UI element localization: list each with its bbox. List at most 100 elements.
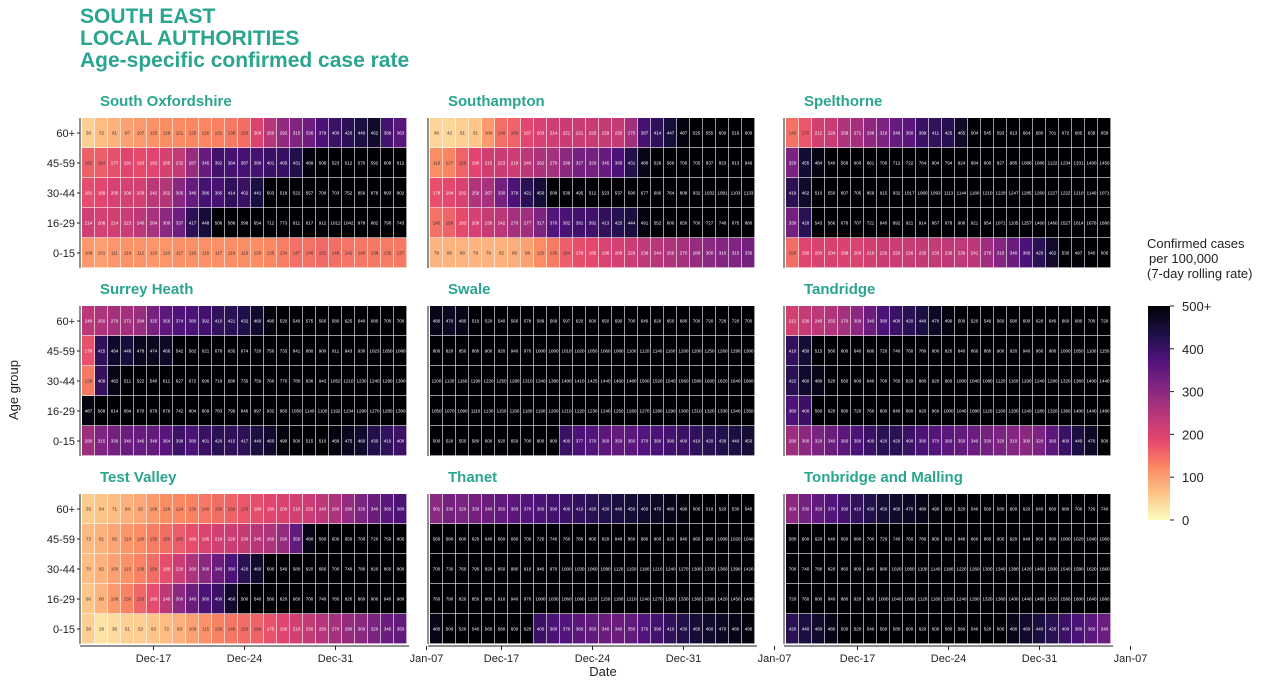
cell-label: 340 [384,627,392,632]
cell-label: 727 [706,221,714,226]
cell-label: 1260 [969,567,980,572]
cell-label: 500 [945,507,953,512]
heatmap-cell [134,426,147,456]
cell-label: 560 [880,627,888,632]
heatmap-cell [838,238,851,268]
cell-label: 1270 [652,597,663,602]
heatmap-cell [955,426,968,456]
y-tick-label: 60+ [56,504,75,516]
heatmap-cell [251,396,264,426]
cell-label: 1144 [957,191,967,196]
cell-label: 1000 [1060,349,1071,354]
cell-label: 580 [446,537,454,542]
heatmap-cell [394,336,407,366]
cell-label: 210 [293,627,301,632]
cell-label: 620 [1023,507,1031,512]
heatmap-cell [199,396,212,426]
heatmap-cell [729,208,742,238]
heatmap-cell [238,494,251,524]
heatmap-cell [508,148,521,178]
heatmap-cell [134,148,147,178]
cell-label: 212 [789,319,797,324]
cell-label: 500 [433,439,441,444]
cell-label: 1133 [744,191,754,196]
cell-label: 135 [150,537,158,542]
cell-label: 229 [602,131,610,136]
cell-label: 330 [498,191,506,196]
heatmap-cell [225,178,238,208]
heatmap-cell [1098,118,1111,148]
cell-label: 106 [150,507,158,512]
heatmap-cell [1072,306,1085,336]
cell-label: 1012 [330,221,341,226]
cell-label: 721 [867,221,875,226]
cell-label: 700 [524,537,532,542]
heatmap-cell [355,366,368,396]
heatmap-cell [121,178,134,208]
heatmap-cell [742,396,755,426]
heatmap-cell [547,614,560,644]
cell-label: 232 [176,161,184,166]
heatmap-cell [625,614,638,644]
cell-label: 400 [397,439,405,444]
cell-label: 620 [654,319,662,324]
cell-label: 1460 [1034,221,1045,226]
heatmap-cell [877,426,890,456]
heatmap-cell [1020,306,1033,336]
heatmap-cell [903,614,916,644]
cell-label: 61 [473,131,479,136]
heatmap-cell [942,614,955,644]
cell-label: 55 [86,507,92,512]
heatmap-cell [1007,396,1020,426]
cell-label: 315 [732,251,740,256]
cell-label: 450 [537,191,545,196]
heatmap-cell [664,148,677,178]
cell-label: 740 [319,597,327,602]
cell-label: 650 [667,319,675,324]
heatmap-cell [342,584,355,614]
heatmap-cell [994,366,1007,396]
cell-label: 1270 [639,409,650,414]
heatmap-cell [316,426,329,456]
heatmap-cell [1072,336,1085,366]
cell-label: 1071 [1099,191,1110,196]
cell-label: 336 [306,131,314,136]
heatmap-cell [625,118,638,148]
heatmap-cell [394,178,407,208]
heatmap-cell [916,524,929,554]
heatmap-cell [1098,148,1111,178]
heatmap-cell [1085,178,1098,208]
heatmap-cell [929,178,942,208]
heatmap-cell [469,396,482,426]
heatmap-cell [825,178,838,208]
heatmap-cell [677,238,690,268]
cell-label: 215 [485,161,493,166]
heatmap-cell [690,238,703,268]
heatmap-cell [812,524,825,554]
cell-label: 140 [228,627,236,632]
cell-label: 1331 [1073,161,1084,166]
heatmap-cell [173,396,186,426]
cell-label: 150 [241,627,249,632]
heatmap-cell [1007,554,1020,584]
cell-label: 900 [319,349,327,354]
cell-label: 124 [176,507,184,512]
cell-label: 164 [563,251,571,256]
cell-label: 575 [306,319,314,324]
cell-label: 160 [254,627,262,632]
heatmap-cell [1033,238,1046,268]
heatmap-cell [277,178,290,208]
cell-label: 447 [667,131,675,136]
heatmap-cell [95,178,108,208]
heatmap-cell [968,426,981,456]
heatmap-cell [981,494,994,524]
cell-label: 190 [280,627,288,632]
heatmap-cell [690,554,703,584]
cell-label: 568 [550,319,558,324]
cell-label: 1520 [1047,597,1058,602]
heatmap-cell [1098,554,1111,584]
cell-label: 292 [280,131,288,136]
heatmap-cell [147,208,160,238]
heatmap-cell [560,336,573,366]
heatmap-cell [573,494,586,524]
